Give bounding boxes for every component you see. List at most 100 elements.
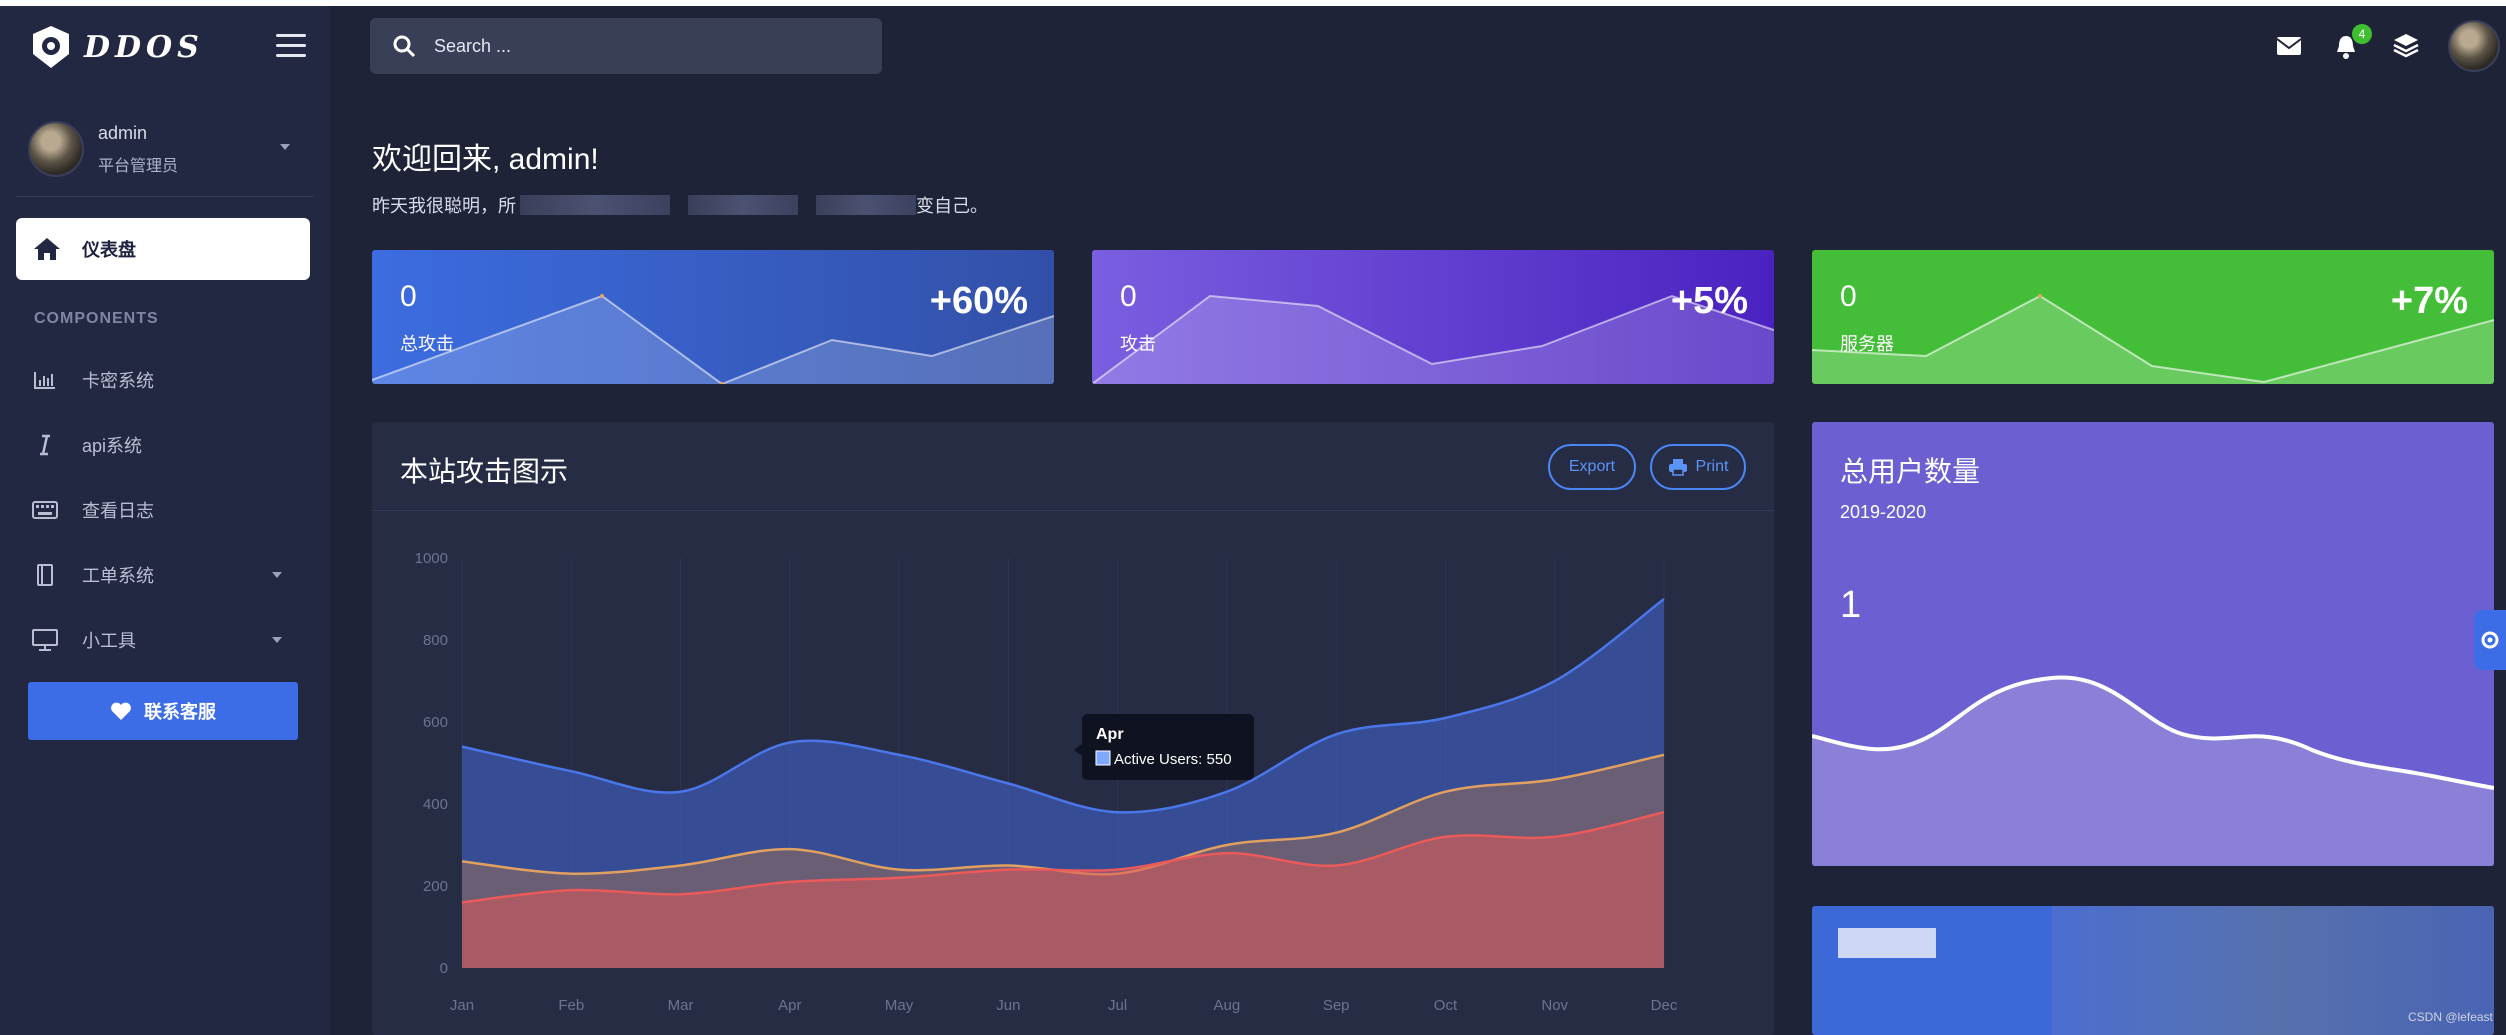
notification-badge: 4	[2352, 24, 2372, 44]
sidebar-item-tools[interactable]: 小工具	[30, 620, 310, 660]
contact-support-button[interactable]: 联系客服	[28, 682, 298, 740]
brand-logo[interactable]: DDOS	[30, 24, 204, 70]
stat-value: 0	[400, 280, 417, 313]
chart-title-text: 本站攻击图示	[400, 456, 569, 487]
y-tick-label: 1000	[415, 550, 448, 567]
x-tick-label: Oct	[1434, 997, 1458, 1014]
export-label: Export	[1568, 458, 1616, 475]
divider	[372, 510, 1774, 511]
stat-percent: +7%	[2390, 280, 2468, 322]
redacted-text	[816, 195, 916, 215]
area-chart: 0 200 400 600 800 1000 Jan Feb Mar Apr May Jun Jul Au…	[415, 550, 1678, 1014]
monitor-icon	[30, 627, 60, 653]
stat-value: 0	[1840, 280, 1857, 313]
x-tick-label: Sep	[1323, 997, 1350, 1014]
stat-label: 攻击	[1120, 334, 1156, 354]
menu-toggle-icon[interactable]	[276, 34, 306, 58]
chart-title: 本站攻击图示	[400, 450, 568, 490]
y-tick-label: 200	[423, 878, 448, 895]
user-profile[interactable]: admin 平台管理员	[28, 114, 308, 184]
sidebar-item-logs[interactable]: 查看日志	[30, 490, 310, 530]
x-tick-label: Jan	[450, 997, 474, 1014]
welcome-subtitle: 昨天我很聪明，所 变自己。	[372, 192, 988, 218]
settings-gear-button[interactable]	[2474, 610, 2506, 670]
user-role: 平台管理员	[98, 157, 179, 175]
users-card-title-text: 总用户数量	[1840, 456, 1981, 487]
x-tick-label: Feb	[558, 997, 584, 1014]
page-title: 欢迎回来, admin!	[372, 143, 599, 176]
x-tick-label: Nov	[1541, 997, 1568, 1014]
x-tick-label: Jun	[996, 997, 1020, 1014]
redacted-text	[1838, 928, 1936, 958]
stat-percent: +60%	[929, 280, 1028, 322]
avatar[interactable]	[2448, 20, 2500, 72]
user-name: admin	[98, 122, 148, 143]
stat-value: 0	[1120, 280, 1137, 313]
sparkline	[1092, 250, 1774, 384]
series-line	[461, 810, 1665, 904]
users-card-range: 2019-2020	[1840, 502, 1927, 522]
cursor-icon	[30, 432, 60, 458]
sidebar-item-dashboard[interactable]: 仪表盘	[16, 218, 310, 280]
search-input[interactable]	[434, 35, 854, 57]
search-bar[interactable]	[370, 18, 882, 74]
shield-logo-icon	[33, 26, 69, 68]
print-button[interactable]: Print	[1650, 444, 1746, 490]
stat-label: 服务器	[1840, 334, 1894, 354]
section-label: COMPONENTS	[34, 310, 159, 327]
contact-button-label: 联系客服	[144, 702, 216, 722]
series-area	[462, 812, 1664, 968]
chevron-down-icon[interactable]	[280, 144, 290, 150]
sidebar-item-tickets[interactable]: 工单系统	[30, 555, 310, 595]
sparkline	[1812, 250, 2494, 384]
y-tick-label: 800	[423, 632, 448, 649]
sidebar-item-label: 小工具	[82, 631, 136, 651]
x-tick-label: Dec	[1651, 997, 1678, 1014]
top-strip	[0, 0, 2506, 6]
stat-percent: +5%	[1670, 280, 1748, 322]
stat-label: 总攻击	[400, 334, 454, 354]
sidebar-item-api-system[interactable]: api系统	[30, 425, 310, 465]
layers-icon[interactable]	[2392, 32, 2420, 58]
tooltip-arrow	[1074, 744, 1082, 756]
redacted-text	[520, 195, 670, 215]
users-wave	[1812, 675, 2494, 866]
y-tick-label: 400	[423, 796, 448, 813]
keyboard-icon	[30, 497, 60, 523]
total-users-card: 总用户数量 2019-2020 1	[1812, 422, 2494, 866]
stat-card-attacks: 0 攻击 +5%	[1092, 250, 1774, 384]
x-tick-label: Aug	[1214, 997, 1241, 1014]
attack-chart-card: 0 200 400 600 800 1000 Jan Feb Mar Apr May Jun Jul Au…	[372, 422, 1774, 1035]
redacted-text	[688, 195, 798, 215]
bell-icon[interactable]	[2334, 34, 2358, 60]
sidebar-item-label: 仪表盘	[82, 240, 136, 260]
sidebar-item-card-system[interactable]: 卡密系统	[30, 360, 310, 400]
stat-card-total-attacks: 0 总攻击 +60%	[372, 250, 1054, 384]
x-tick-label: May	[885, 997, 914, 1014]
sidebar-item-label: 卡密系统	[82, 371, 154, 391]
series-line	[461, 598, 1665, 814]
x-tick-label: Jul	[1108, 997, 1127, 1014]
tooltip-label: Active Users: 550	[1114, 751, 1232, 768]
bottom-card	[1812, 906, 2494, 1035]
y-tick-label: 0	[440, 960, 448, 977]
sidebar-item-label: 工单系统	[82, 566, 154, 586]
chevron-down-icon	[272, 572, 282, 578]
chevron-down-icon	[272, 637, 282, 643]
divider	[16, 196, 314, 197]
brand-name: DDOS	[84, 29, 204, 65]
sidebar-item-label: 查看日志	[82, 501, 154, 521]
mail-icon[interactable]	[2276, 36, 2302, 56]
sidebar: DDOS admin 平台管理员	[0, 6, 330, 1035]
subtitle-end: 变自己。	[916, 196, 988, 216]
users-card-title: 总用户数量	[1840, 450, 1980, 490]
gear-icon	[2481, 631, 2499, 649]
x-tick-label: Apr	[778, 997, 801, 1014]
users-count: 1	[1840, 584, 1862, 626]
y-tick-label: 600	[423, 714, 448, 731]
printer-icon	[1668, 459, 1687, 476]
export-button[interactable]: Export	[1548, 444, 1636, 490]
stat-card-servers: 0 服务器 +7%	[1812, 250, 2494, 384]
x-tick-label: Mar	[668, 997, 694, 1014]
home-icon	[34, 238, 60, 260]
